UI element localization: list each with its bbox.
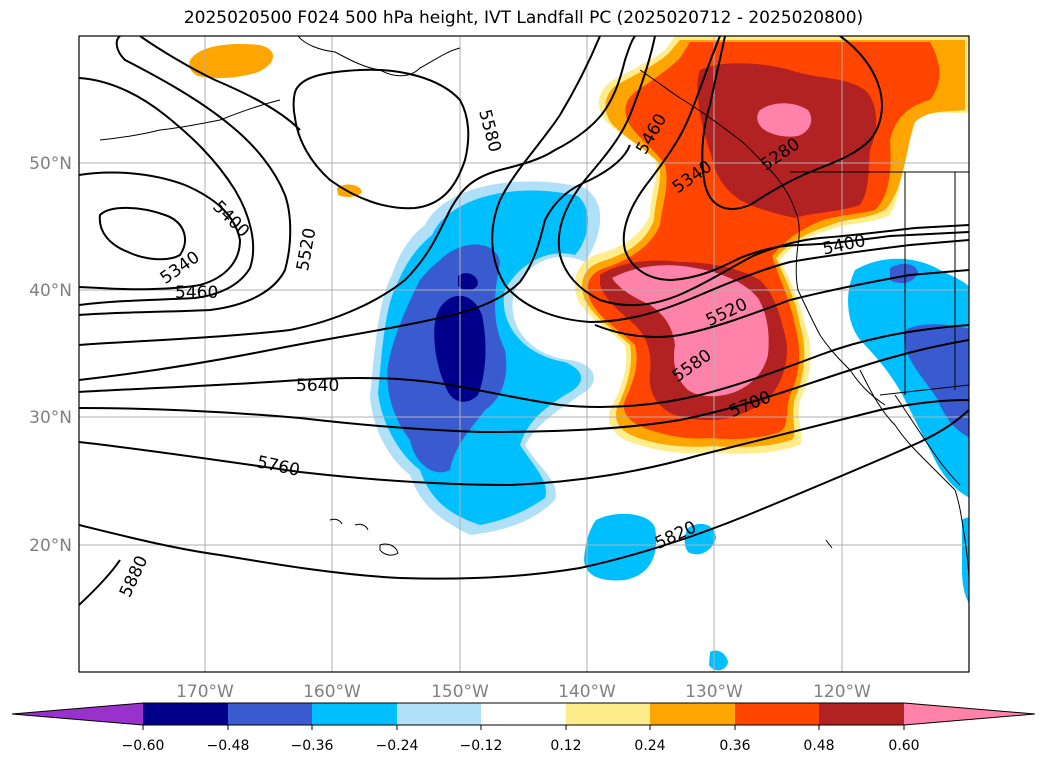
lon-label-130w: 130°W [685, 682, 743, 702]
ivt-region-n24-east [848, 258, 969, 498]
colorbar-tick-5: 0.12 [550, 738, 581, 754]
coast-island-ne [825, 539, 833, 549]
coast-bc [769, 169, 800, 246]
lon-label-140w: 140°W [558, 682, 616, 702]
colorbar-tick-4: −0.12 [460, 738, 503, 754]
colorbar-tick-1: −0.48 [207, 738, 250, 754]
lon-label-170w: 170°W [176, 682, 234, 702]
lat-labels: 50°N 40°N 30°N 20°N [29, 154, 72, 556]
height-contours [79, 36, 969, 606]
lat-label-20n: 20°N [29, 536, 72, 556]
contour-5880 [79, 559, 121, 606]
colorbar-tick-8: 0.48 [803, 738, 834, 754]
colorbar-bin-p36 [735, 703, 819, 725]
contour-5700 [79, 339, 969, 434]
ivt-region-p24-alaska [189, 43, 273, 79]
colorbar-tick-6: 0.24 [634, 738, 665, 754]
colorbar-ticks [142, 725, 905, 730]
colorbar-bin-n12 [397, 703, 481, 725]
map-title: 2025020500 F024 500 hPa height, IVT Land… [183, 8, 864, 28]
ivt-region-n36-east [904, 324, 969, 438]
coast-hawaii-2 [354, 523, 369, 531]
colorbar-tick-7: 0.36 [719, 738, 750, 754]
colorbar-tick-9: 0.60 [888, 738, 919, 754]
contour-5340-low [98, 206, 186, 261]
colorbar-bin-zero [481, 703, 566, 725]
contour-5520-main [79, 144, 631, 381]
colorbar-extend-low [12, 703, 143, 725]
coastlines [99, 36, 969, 600]
border-us-mexico [879, 384, 969, 396]
ivt-region-p48-north [697, 63, 877, 218]
coast-baja [859, 369, 956, 491]
contour-5580-north [292, 68, 470, 210]
contour-5760 [79, 399, 969, 487]
colorbar-bin-p12 [566, 703, 650, 725]
contour-label-5640: 5640 [296, 376, 339, 396]
contour-5820 [79, 409, 969, 580]
contour-5460-trough [557, 36, 969, 307]
lat-label-50n: 50°N [29, 154, 72, 174]
ivt-region-p60-south [612, 265, 769, 397]
ivt-region-n24-hawaii2 [684, 523, 716, 555]
colorbar-bin-p24 [650, 703, 735, 725]
plot-frame [78, 35, 970, 673]
contour-5520-arc [79, 36, 292, 316]
coast-us-west [795, 244, 886, 406]
lon-label-150w: 150°W [431, 682, 489, 702]
lat-label-30n: 30°N [29, 408, 72, 428]
colorbar-bin-n48 [143, 703, 228, 725]
contour-5400-trough [491, 36, 969, 324]
colorbar: −0.60 −0.48 −0.36 −0.24 −0.12 0.12 0.24 … [11, 702, 1036, 754]
colorbar-tick-2: −0.36 [291, 738, 334, 754]
ivt-region-p60-north [757, 103, 812, 137]
colorbar-extend-high [904, 703, 1035, 725]
colorbar-bin-n24 [312, 703, 397, 725]
coast-hawaii-3 [379, 543, 399, 556]
contour-5520-west [139, 36, 301, 131]
colorbar-tick-3: −0.24 [376, 738, 419, 754]
contour-5580-main [79, 36, 636, 346]
lon-label-120w: 120°W [813, 682, 871, 702]
contour-5400-low [79, 171, 242, 291]
ivt-region-n48-small [458, 273, 478, 291]
colorbar-bin-n36 [228, 703, 312, 725]
contour-label-5460-low: 5460 [175, 283, 218, 303]
ivt-region-n24-far-se [962, 517, 969, 604]
coast-mexico [954, 489, 969, 600]
coast-alaska-panhandle [639, 69, 771, 171]
contour-5460-low [79, 77, 255, 306]
colorbar-bin-p48 [819, 703, 904, 725]
contour-5280-trough [701, 36, 883, 210]
lon-labels: 170°W 160°W 150°W 140°W 130°W 120°W [176, 682, 871, 702]
colorbar-tick-0: −0.60 [122, 738, 165, 754]
lon-label-160w: 160°W [303, 682, 361, 702]
coast-aleutians [99, 99, 281, 141]
coast-hawaii-1 [329, 518, 343, 525]
contour-5640 [79, 324, 969, 408]
contour-5340-trough [622, 36, 969, 282]
lat-label-40n: 40°N [29, 281, 72, 301]
contour-5580-east [594, 269, 969, 338]
